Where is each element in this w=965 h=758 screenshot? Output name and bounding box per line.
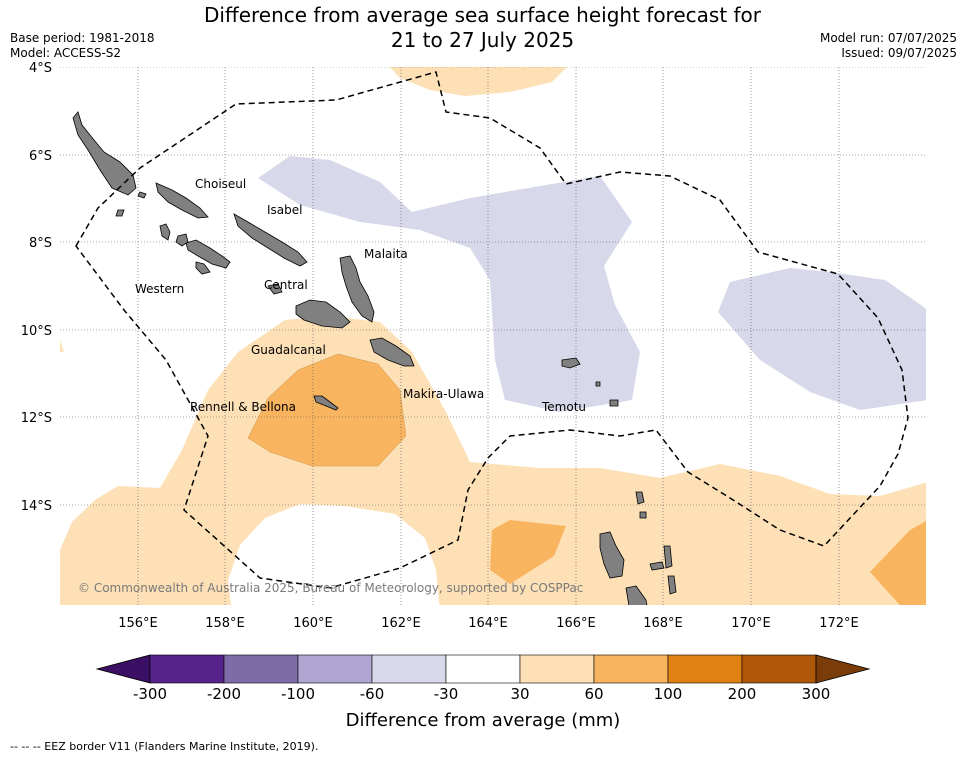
latitude-labels: 4°S 6°S 8°S 10°S 12°S 14°S [21, 61, 52, 514]
ambae-island [649, 561, 665, 571]
ndeni-island [561, 357, 581, 369]
pentecost-island [667, 575, 677, 595]
vanua-lava-island [635, 491, 645, 505]
rendova-island [195, 261, 211, 275]
guadalcanal-island [295, 299, 351, 329]
lon-label: 164°E [468, 616, 508, 631]
lon-label: 158°E [205, 616, 245, 631]
base-period: Base period: 1981-2018 [10, 31, 155, 45]
shortland-island [115, 209, 125, 217]
colorbar-segment [223, 654, 299, 684]
region-label-guadalcanal: Guadalcanal [251, 343, 326, 357]
lat-label: 8°S [29, 236, 52, 251]
choiseul-island [155, 182, 209, 219]
espiritu-santo-island [599, 531, 625, 579]
moderate-anomaly-zone-south [490, 520, 566, 584]
lat-label: 10°S [21, 324, 52, 339]
lon-label: 172°E [819, 616, 859, 631]
map-title: Difference from average sea surface heig… [0, 3, 965, 53]
torres-island [609, 399, 619, 407]
lat-label: 12°S [21, 411, 52, 426]
region-label-western: Western [135, 282, 184, 296]
lat-label: 4°S [29, 61, 52, 76]
malakula-island [625, 585, 648, 605]
tikopia-island [595, 381, 601, 387]
rennell-island [313, 395, 339, 411]
vella-lavella-island [159, 223, 171, 241]
negative-anomaly-zone-east [718, 268, 926, 410]
region-label-central: Central [264, 278, 308, 292]
title-line-2: 21 to 27 July 2025 [390, 28, 575, 52]
malaita-island [339, 255, 375, 323]
copyright-text: © Commonwealth of Australia 2025, Bureau… [78, 581, 583, 595]
colorbar-segment [371, 654, 447, 684]
colorbar-title: Difference from average (mm) [346, 710, 621, 731]
bougainville-island [72, 111, 137, 196]
lon-label: 170°E [731, 616, 771, 631]
colorbar-segment [519, 654, 595, 684]
colorbar-tick-label: 100 [654, 685, 683, 703]
colorbar-tick-label: -300 [133, 685, 167, 703]
title-line-1: Difference from average sea surface heig… [203, 3, 762, 27]
region-labels: Choiseul Isabel Malaita Western Central … [135, 177, 586, 414]
colorbar-extend-high [815, 654, 871, 684]
florida-islands [267, 283, 283, 295]
longitude-labels: 156°E 158°E 160°E 162°E 164°E 166°E 168°… [118, 616, 859, 631]
colorbar-tick-label: 60 [584, 685, 603, 703]
solomon-islands-land [72, 111, 677, 605]
makira-island [369, 337, 415, 367]
issued-date: Issued: 09/07/2025 [841, 46, 957, 60]
neutral-zone-hole [228, 504, 440, 605]
model-run: Model run: 07/07/2025 [819, 31, 957, 45]
lat-label: 14°S [21, 499, 52, 514]
colorbar-segment [445, 654, 521, 684]
sea-height-contours [60, 67, 926, 605]
colorbar-segments [149, 654, 817, 684]
colorbar-tick-label: -30 [434, 685, 459, 703]
lon-label: 166°E [556, 616, 596, 631]
kolombangara-island [175, 233, 189, 247]
run-info: Model run: 07/07/2025 Issued: 09/07/2025 [820, 31, 957, 61]
colorbar-segment [741, 654, 817, 684]
treasury-island [137, 191, 147, 199]
moderate-anomaly-zone-southeast [870, 521, 926, 605]
region-label-rennell-bellona: Rennell & Bellona [190, 400, 296, 414]
colorbar-extend-low [95, 654, 151, 684]
maewo-island [663, 545, 673, 569]
eez-legend-note: -- -- -- EEZ border V11 (Flanders Marine… [10, 740, 319, 753]
region-label-choiseul: Choiseul [195, 177, 246, 191]
banks-island-small [639, 511, 647, 519]
colorbar-segment [593, 654, 669, 684]
colorbar-tick-label: -60 [360, 685, 385, 703]
colorbar-tick-label: -200 [207, 685, 241, 703]
positive-anomaly-zone-north [389, 67, 567, 96]
lon-label: 156°E [118, 616, 158, 631]
colorbar: -300 -200 -100 -60 -30 30 60 100 200 300… [95, 654, 871, 731]
moderate-anomaly-zone-guadalcanal [248, 354, 406, 466]
graticule [60, 67, 926, 605]
region-label-malaita: Malaita [364, 247, 408, 261]
model-name: Model: ACCESS-S2 [10, 46, 122, 60]
colorbar-segment [297, 654, 373, 684]
region-label-isabel: Isabel [267, 203, 302, 217]
colorbar-tick-label: 300 [802, 685, 831, 703]
colorbar-tick-labels: -300 -200 -100 -60 -30 30 60 100 200 300 [133, 685, 830, 703]
lon-label: 168°E [643, 616, 683, 631]
colorbar-tick-label: -100 [281, 685, 315, 703]
region-label-makira-ulawa: Makira-Ulawa [403, 387, 484, 401]
new-georgia-island [185, 239, 231, 269]
colorbar-tick-label: 30 [510, 685, 529, 703]
model-info: Base period: 1981-2018 Model: ACCESS-S2 [10, 31, 155, 61]
lon-label: 160°E [293, 616, 333, 631]
lat-label: 6°S [29, 149, 52, 164]
isabel-island [233, 213, 308, 267]
colorbar-segment [667, 654, 743, 684]
colorbar-segment [149, 654, 225, 684]
colorbar-tick-label: 200 [728, 685, 757, 703]
negative-anomaly-zone-central [258, 156, 640, 412]
lon-label: 162°E [381, 616, 421, 631]
region-label-temotu: Temotu [541, 400, 586, 414]
